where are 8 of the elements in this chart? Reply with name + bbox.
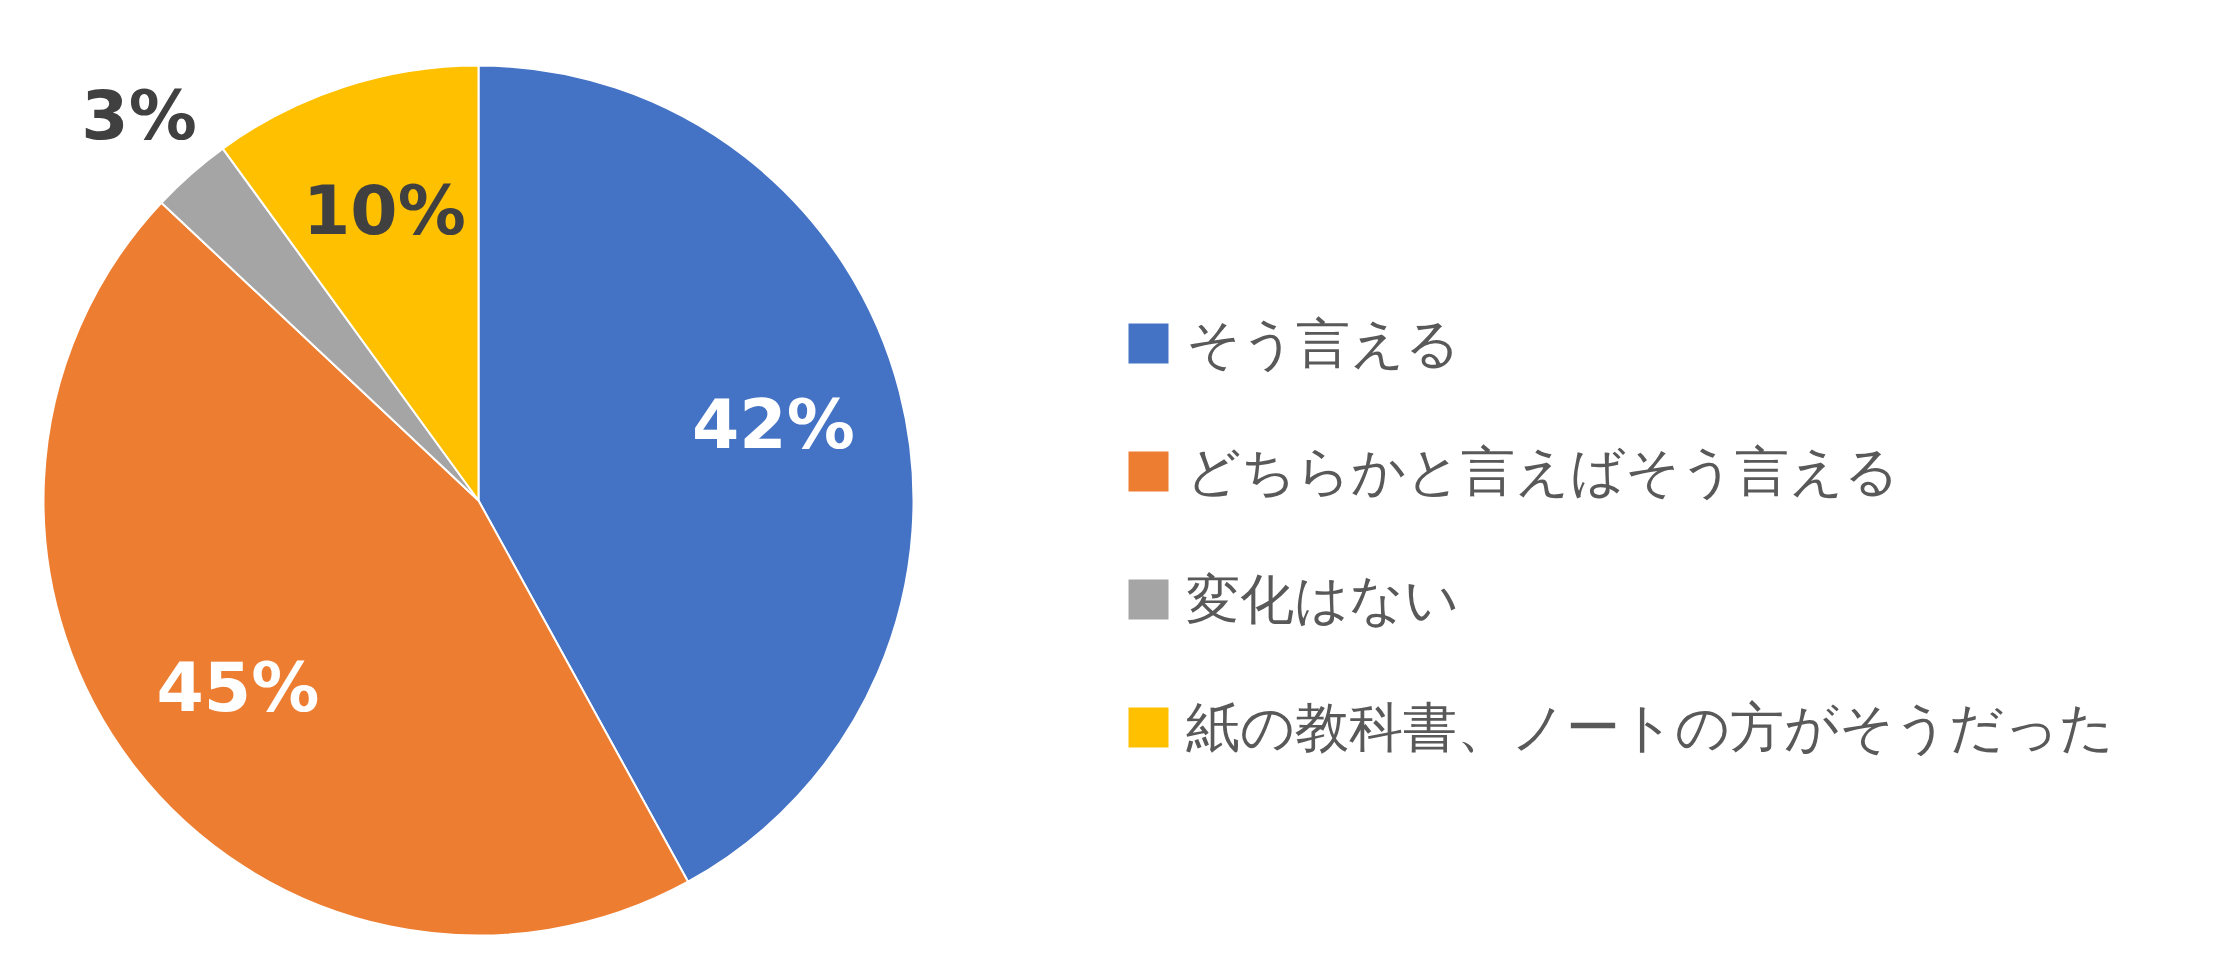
legend-label: 紙の教科書、ノートの方がそうだった	[1185, 696, 2114, 759]
data-label: 42%	[692, 385, 855, 465]
data-label: 45%	[156, 647, 320, 727]
data-label: 10%	[303, 171, 466, 251]
data-label: 3%	[81, 75, 197, 155]
legend-label: どちらかと言えばそう言える	[1185, 440, 1899, 503]
legend-label: 変化はない	[1185, 568, 1459, 631]
legend-label: そう言える	[1185, 312, 1460, 375]
